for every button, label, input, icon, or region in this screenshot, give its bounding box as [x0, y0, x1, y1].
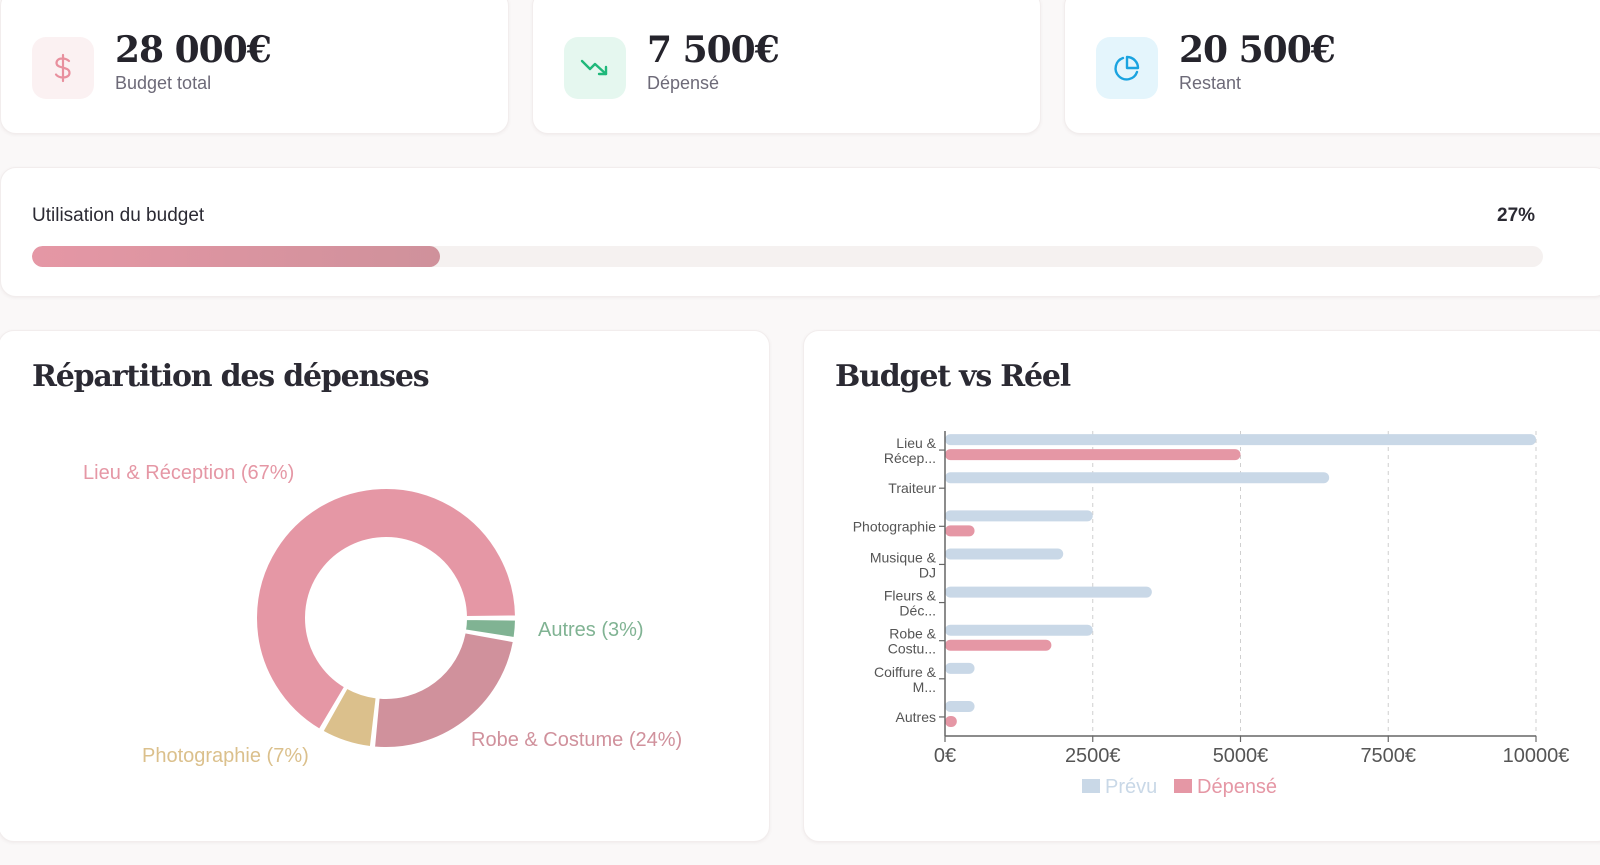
expense-distribution-title: Répartition des dépenses — [32, 359, 430, 394]
legend-label[interactable]: Prévu — [1105, 776, 1157, 798]
budget-vs-actual-panel: Budget vs Réel Lieu & Récep... Traiteur Pho… — [803, 330, 1600, 842]
x-tick-label: 2500€ — [1065, 745, 1121, 767]
y-tick-label: Coiffure & M... — [874, 664, 937, 695]
donut-slice[interactable] — [372, 631, 516, 749]
expense-distribution-panel: Répartition des dépenses Autres (3%) Robe… — [0, 330, 770, 842]
y-tick-label: Traiteur — [888, 480, 936, 496]
y-tick-label: Robe & Costu... — [888, 626, 937, 657]
budget-vs-actual-title: Budget vs Réel — [835, 359, 1071, 394]
y-tick-label: Photographie — [853, 518, 937, 534]
donut-slice-label: Robe & Costume (24%) — [471, 729, 682, 751]
stat-label: Dépensé — [647, 73, 720, 93]
bar-spent[interactable] — [945, 449, 1241, 461]
trending-down-icon — [580, 59, 608, 76]
y-tick-label: Fleurs & Déc... — [884, 588, 937, 619]
dollar-icon — [54, 53, 71, 83]
dollar-icon-container — [32, 37, 94, 99]
budget-usage-card: Utilisation du budget 27% — [0, 167, 1600, 297]
donut-slice-label: Photographie (7%) — [142, 745, 309, 767]
donut-slice-label: Lieu & Réception (67%) — [83, 462, 294, 484]
y-tick-label: Musique & DJ — [870, 549, 937, 580]
bar-planned[interactable] — [945, 700, 975, 712]
stat-card-remaining: 20 500€ Restant — [1064, 0, 1600, 134]
bar-planned[interactable] — [945, 548, 1064, 560]
legend-swatch — [1174, 779, 1192, 793]
stat-value: 20 500€ — [1179, 29, 1336, 71]
budget-usage-title: Utilisation du budget — [32, 205, 205, 226]
budget-vs-actual-bar-chart: Lieu & Récep... Traiteur Photographie Musiqu… — [853, 431, 1570, 798]
stat-label: Restant — [1179, 73, 1242, 93]
stat-label: Budget total — [115, 73, 212, 93]
stat-card-budget-total: 28 000€ Budget total — [0, 0, 509, 134]
budget-usage-percent: 27% — [1497, 205, 1536, 226]
trending-down-icon-container — [564, 37, 626, 99]
x-tick-label: 5000€ — [1213, 745, 1269, 767]
donut-slice[interactable] — [255, 487, 518, 732]
budget-usage-progress-fill — [32, 246, 440, 267]
y-tick-label: Autres — [896, 709, 936, 725]
stat-value: 28 000€ — [115, 29, 272, 71]
donut-slice-label: Autres (3%) — [538, 619, 644, 641]
x-tick-label: 7500€ — [1360, 745, 1416, 767]
pie-chart-icon — [1114, 55, 1140, 81]
legend-swatch — [1082, 779, 1100, 793]
bar-planned[interactable] — [945, 472, 1330, 484]
bar-planned[interactable] — [945, 662, 975, 674]
bar-spent[interactable] — [945, 525, 975, 537]
legend-label[interactable]: Dépensé — [1197, 776, 1277, 798]
bar-planned[interactable] — [945, 586, 1152, 598]
budget-usage-progress-bar — [32, 246, 1543, 267]
bar-planned[interactable] — [945, 624, 1093, 636]
x-tick-label: 0€ — [934, 745, 956, 767]
donut-slice[interactable] — [463, 617, 518, 640]
donut-slice[interactable] — [321, 686, 378, 749]
expense-donut-chart: Autres (3%) Robe & Costume (24%) Photograp… — [83, 462, 682, 767]
bar-spent[interactable] — [945, 715, 957, 727]
bar-planned[interactable] — [945, 434, 1536, 446]
stat-value: 7 500€ — [647, 29, 780, 71]
bar-spent[interactable] — [945, 639, 1052, 651]
y-tick-label: Lieu & Récep... — [884, 435, 937, 466]
stat-card-spent: 7 500€ Dépensé — [532, 0, 1041, 134]
bar-planned[interactable] — [945, 510, 1093, 522]
pie-chart-icon-container — [1096, 37, 1158, 99]
x-tick-label: 10000€ — [1503, 745, 1570, 767]
